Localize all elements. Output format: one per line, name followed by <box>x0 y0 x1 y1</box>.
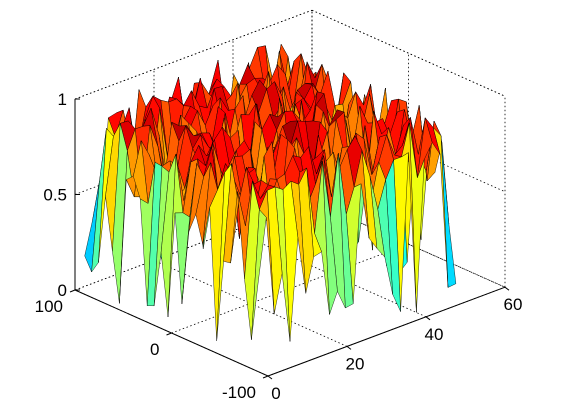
y-tick-label: 0 <box>150 340 159 359</box>
z-grid-line <box>311 105 506 193</box>
x-tick-mark <box>346 345 352 350</box>
x-axis-line <box>267 286 506 377</box>
box-edge <box>311 9 506 97</box>
surface <box>84 43 457 342</box>
y-tick-label: 100 <box>35 297 63 316</box>
x-tick-label: 40 <box>425 325 444 344</box>
surface-patch <box>251 209 267 340</box>
x-tick-label: 60 <box>504 295 523 314</box>
y-tick-mark <box>166 332 172 336</box>
z-tick-label: 0 <box>58 281 67 300</box>
z-tick-label: 0.5 <box>43 186 67 205</box>
x-tick-label: 0 <box>271 384 280 403</box>
x-tick-mark <box>504 286 510 291</box>
x-grid-line <box>153 260 348 347</box>
x-tick-mark <box>267 375 273 380</box>
y-tick-mark <box>69 289 76 293</box>
y-tick-label: -100 <box>222 383 256 402</box>
z-tick-label: 1 <box>58 90 67 109</box>
x-tick-mark <box>425 316 431 321</box>
x-tick-label: 20 <box>346 354 365 373</box>
y-tick-mark <box>262 375 269 379</box>
front-axes <box>69 98 510 380</box>
surface-patch <box>174 212 191 304</box>
x-grid-line <box>232 230 427 318</box>
z-grid-line <box>311 200 506 288</box>
